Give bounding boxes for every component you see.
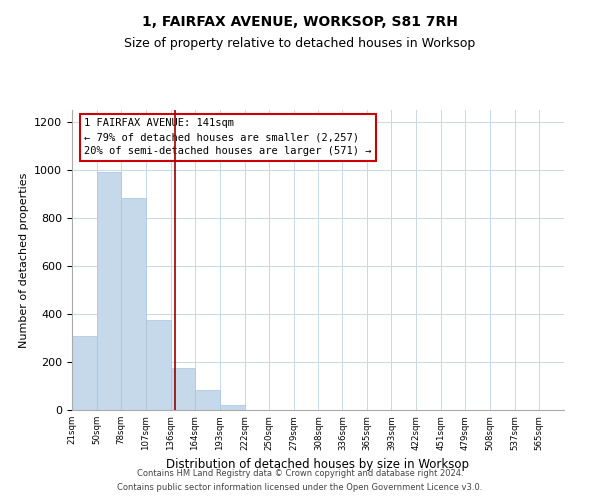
Bar	[121, 198, 146, 410]
Text: 1, FAIRFAX AVENUE, WORKSOP, S81 7RH: 1, FAIRFAX AVENUE, WORKSOP, S81 7RH	[142, 15, 458, 29]
Bar	[146, 320, 171, 410]
Bar	[220, 404, 245, 410]
Text: 1 FAIRFAX AVENUE: 141sqm
← 79% of detached houses are smaller (2,257)
20% of sem: 1 FAIRFAX AVENUE: 141sqm ← 79% of detach…	[84, 118, 372, 156]
Y-axis label: Number of detached properties: Number of detached properties	[19, 172, 29, 348]
Bar	[171, 368, 195, 410]
Text: Contains HM Land Registry data © Crown copyright and database right 2024.: Contains HM Land Registry data © Crown c…	[137, 468, 463, 477]
Text: Contains public sector information licensed under the Open Government Licence v3: Contains public sector information licen…	[118, 484, 482, 492]
X-axis label: Distribution of detached houses by size in Worksop: Distribution of detached houses by size …	[167, 458, 470, 471]
Text: Size of property relative to detached houses in Worksop: Size of property relative to detached ho…	[124, 38, 476, 51]
Bar	[195, 390, 220, 410]
Bar	[97, 172, 121, 410]
Bar	[72, 336, 97, 410]
